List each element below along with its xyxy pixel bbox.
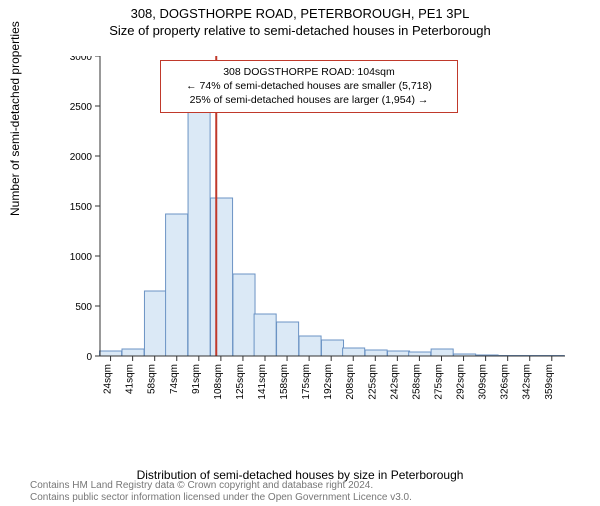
svg-text:175sqm: 175sqm <box>301 364 312 400</box>
svg-text:500: 500 <box>75 302 92 313</box>
svg-text:158sqm: 158sqm <box>279 364 290 400</box>
svg-text:3000: 3000 <box>70 56 92 63</box>
svg-text:125sqm: 125sqm <box>235 364 246 400</box>
svg-text:141sqm: 141sqm <box>257 364 268 400</box>
svg-text:192sqm: 192sqm <box>323 364 334 400</box>
info-line-2: ← 74% of semi-detached houses are smalle… <box>169 79 449 93</box>
svg-text:242sqm: 242sqm <box>389 364 400 400</box>
info-line-1: 308 DOGSTHORPE ROAD: 104sqm <box>169 65 449 79</box>
svg-text:359sqm: 359sqm <box>544 364 555 400</box>
chart-title: 308, DOGSTHORPE ROAD, PETERBOROUGH, PE1 … <box>0 6 600 21</box>
svg-text:225sqm: 225sqm <box>367 364 378 400</box>
plot-area: 0 500 1000 1500 2000 2500 3000 24sqm 41sqm 58sqm 7… <box>70 56 570 411</box>
svg-text:208sqm: 208sqm <box>345 364 356 400</box>
svg-text:2500: 2500 <box>70 102 92 113</box>
svg-text:309sqm: 309sqm <box>478 364 489 400</box>
svg-text:108sqm: 108sqm <box>213 364 224 400</box>
svg-text:1000: 1000 <box>70 252 92 263</box>
svg-text:326sqm: 326sqm <box>500 364 511 400</box>
svg-text:0: 0 <box>86 352 92 363</box>
svg-text:1500: 1500 <box>70 202 92 213</box>
svg-text:342sqm: 342sqm <box>522 364 533 400</box>
svg-text:41sqm: 41sqm <box>125 364 136 394</box>
svg-text:292sqm: 292sqm <box>456 364 467 400</box>
chart-subtitle: Size of property relative to semi-detach… <box>0 23 600 38</box>
svg-text:58sqm: 58sqm <box>147 364 158 394</box>
svg-text:275sqm: 275sqm <box>433 364 444 400</box>
svg-text:91sqm: 91sqm <box>191 364 202 394</box>
chart-container: 308, DOGSTHORPE ROAD, PETERBOROUGH, PE1 … <box>0 6 600 506</box>
svg-text:74sqm: 74sqm <box>169 364 180 394</box>
attribution-line-1: Contains HM Land Registry data © Crown c… <box>30 480 412 492</box>
svg-text:258sqm: 258sqm <box>411 364 422 400</box>
attribution-line-2: Contains public sector information licen… <box>30 492 412 504</box>
svg-text:24sqm: 24sqm <box>103 364 114 394</box>
info-box: 308 DOGSTHORPE ROAD: 104sqm ← 74% of sem… <box>160 60 458 113</box>
info-line-3: 25% of semi-detached houses are larger (… <box>169 93 449 107</box>
svg-text:2000: 2000 <box>70 152 92 163</box>
y-axis-label: Number of semi-detached properties <box>8 21 22 216</box>
attribution: Contains HM Land Registry data © Crown c… <box>30 480 412 504</box>
